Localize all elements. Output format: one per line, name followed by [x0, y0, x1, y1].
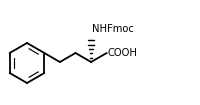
- Text: COOH: COOH: [108, 48, 138, 58]
- Text: NHFmoc: NHFmoc: [92, 24, 134, 34]
